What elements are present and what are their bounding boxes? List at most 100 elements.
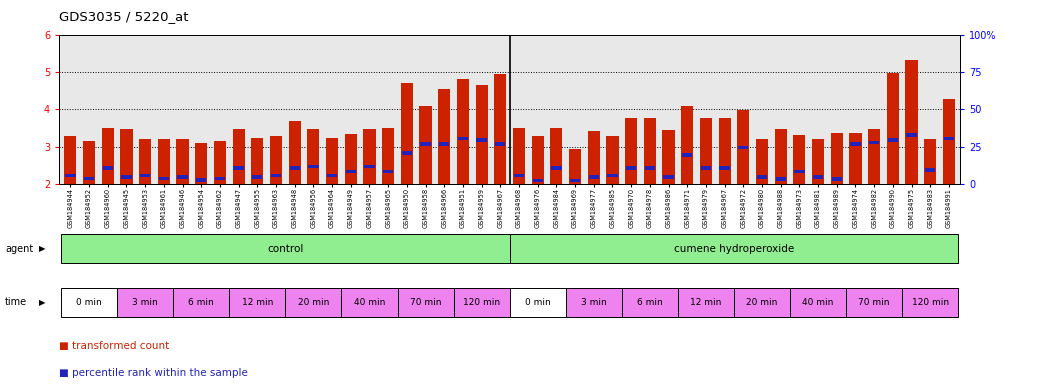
Bar xyxy=(757,175,767,179)
Text: agent: agent xyxy=(5,243,33,254)
Text: 120 min: 120 min xyxy=(911,298,949,307)
Bar xyxy=(495,142,506,146)
Bar xyxy=(943,99,955,184)
Bar xyxy=(550,128,563,184)
Bar xyxy=(158,139,170,184)
Bar xyxy=(589,175,599,179)
Bar xyxy=(140,174,151,177)
Bar xyxy=(346,170,356,173)
Bar xyxy=(102,128,114,184)
Bar xyxy=(196,178,207,182)
Bar xyxy=(793,135,805,184)
Text: 12 min: 12 min xyxy=(690,298,721,307)
Bar xyxy=(906,133,917,137)
Bar xyxy=(606,136,619,184)
Bar xyxy=(830,132,843,184)
Bar xyxy=(532,179,543,182)
Bar xyxy=(645,166,655,169)
Bar xyxy=(195,143,208,184)
Bar xyxy=(251,137,264,184)
Bar xyxy=(84,177,94,180)
Text: ▶: ▶ xyxy=(39,244,46,253)
Bar xyxy=(569,149,581,184)
Bar xyxy=(65,174,76,177)
Text: ▶: ▶ xyxy=(39,298,46,307)
Bar xyxy=(327,174,337,177)
Text: GDS3035 / 5220_at: GDS3035 / 5220_at xyxy=(59,10,189,23)
Bar xyxy=(869,141,879,144)
Bar xyxy=(551,166,562,169)
Bar xyxy=(813,175,823,179)
Bar xyxy=(83,141,95,184)
Bar xyxy=(701,166,711,169)
Text: 120 min: 120 min xyxy=(463,298,500,307)
Bar xyxy=(775,177,786,181)
Text: 0 min: 0 min xyxy=(76,298,102,307)
Bar xyxy=(271,174,281,177)
Bar xyxy=(513,128,525,184)
Text: 6 min: 6 min xyxy=(188,298,214,307)
Bar xyxy=(307,129,320,184)
Bar xyxy=(812,139,824,184)
Bar xyxy=(494,74,507,184)
Text: 6 min: 6 min xyxy=(637,298,662,307)
Bar xyxy=(682,154,692,157)
Bar xyxy=(401,83,413,184)
Bar xyxy=(383,170,393,173)
Text: 20 min: 20 min xyxy=(746,298,777,307)
Bar xyxy=(514,174,524,177)
Bar xyxy=(625,118,637,184)
Bar xyxy=(139,139,152,184)
Bar xyxy=(476,139,487,142)
Bar xyxy=(607,174,618,177)
Bar xyxy=(234,166,244,169)
Bar xyxy=(886,73,899,184)
Bar xyxy=(718,118,731,184)
Bar xyxy=(905,60,918,184)
Text: cumene hydroperoxide: cumene hydroperoxide xyxy=(674,243,794,254)
Bar xyxy=(289,121,301,184)
Bar xyxy=(570,179,580,182)
Bar xyxy=(270,136,282,184)
Bar xyxy=(924,139,936,184)
Bar xyxy=(177,175,188,179)
Bar xyxy=(382,128,394,184)
Bar xyxy=(626,166,636,169)
Bar xyxy=(681,106,693,184)
Bar xyxy=(831,177,842,181)
Bar xyxy=(103,166,113,169)
Bar xyxy=(64,136,77,184)
Bar xyxy=(420,142,431,146)
Bar xyxy=(531,136,544,184)
Bar xyxy=(326,137,338,184)
Bar xyxy=(419,106,432,184)
Text: 20 min: 20 min xyxy=(298,298,329,307)
Bar xyxy=(737,110,749,184)
Text: 70 min: 70 min xyxy=(858,298,890,307)
Bar xyxy=(719,166,730,169)
Bar xyxy=(756,139,768,184)
Bar xyxy=(214,141,226,184)
Bar xyxy=(402,151,412,154)
Bar xyxy=(738,146,748,149)
Bar xyxy=(233,129,245,184)
Bar xyxy=(794,170,804,173)
Bar xyxy=(887,139,898,142)
Text: 12 min: 12 min xyxy=(242,298,273,307)
Text: time: time xyxy=(5,297,27,308)
Bar xyxy=(290,166,300,169)
Bar xyxy=(475,85,488,184)
Bar xyxy=(121,175,132,179)
Bar xyxy=(176,139,189,184)
Bar xyxy=(458,137,468,140)
Bar xyxy=(663,175,674,179)
Text: 40 min: 40 min xyxy=(802,298,834,307)
Bar xyxy=(944,137,954,140)
Bar xyxy=(700,118,712,184)
Text: 0 min: 0 min xyxy=(525,298,550,307)
Bar xyxy=(774,129,787,184)
Bar xyxy=(439,142,449,146)
Bar xyxy=(457,79,469,184)
Bar xyxy=(644,118,656,184)
Bar xyxy=(662,130,675,184)
